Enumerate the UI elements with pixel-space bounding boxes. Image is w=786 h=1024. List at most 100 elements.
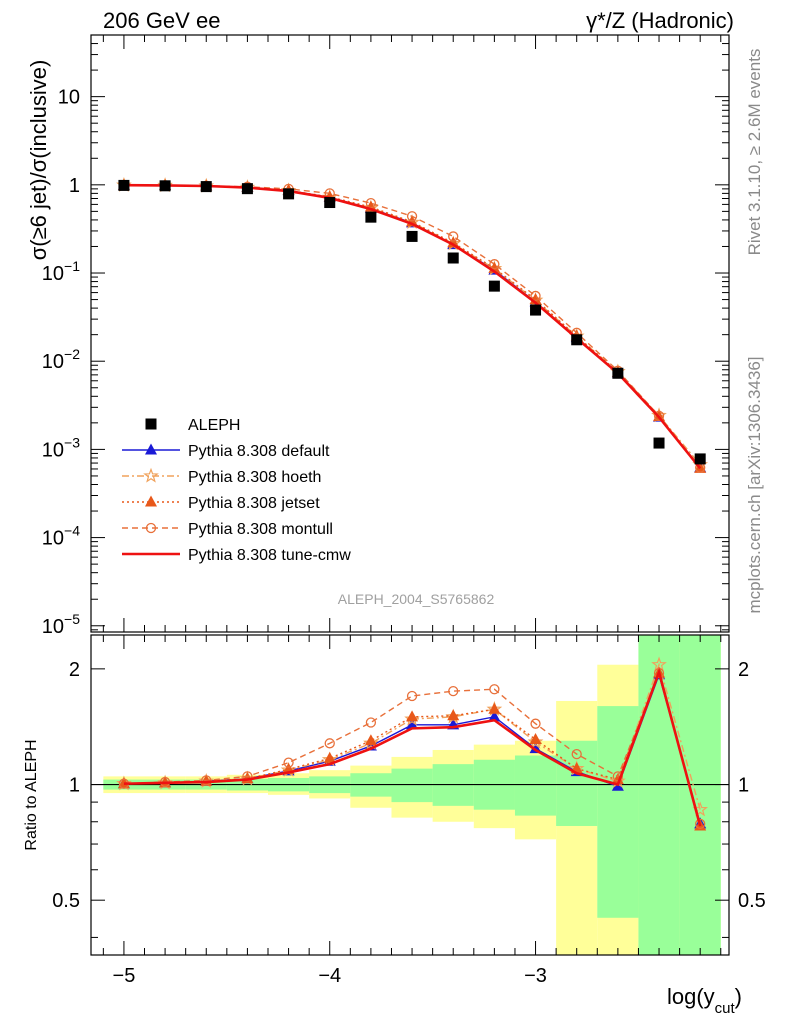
uncertainty-band-stat (391, 768, 433, 803)
ratio-content (91, 635, 729, 955)
data-point (447, 236, 460, 248)
x-tick-label: −3 (524, 965, 547, 987)
y-tick-label: 1 (69, 175, 80, 197)
data-point (489, 259, 500, 270)
data-point (612, 367, 624, 379)
data-point (406, 211, 418, 222)
data-point (406, 690, 418, 702)
data-point (488, 280, 500, 292)
ratio-y-tick-label: 0.5 (52, 890, 80, 912)
watermark: ALEPH_2004_S5765862 (338, 591, 495, 607)
data-point (406, 230, 418, 242)
data-point (406, 718, 419, 730)
data-point (653, 437, 665, 449)
uncertainty-band-stat (514, 755, 557, 816)
series-0 (118, 179, 706, 465)
legend-label: Pythia 8.308 montull (188, 521, 333, 538)
mcplots-label: mcplots.cern.ch [arXiv:1306.3436] (745, 356, 764, 613)
legend-label: Pythia 8.308 hoeth (188, 469, 321, 486)
legend-marker (145, 443, 157, 455)
data-point (363, 735, 379, 750)
data-point (611, 773, 624, 785)
data-point (283, 757, 294, 768)
legend-entry: Pythia 8.308 tune-cmw (122, 547, 351, 564)
series-line (123, 184, 701, 469)
data-point (241, 183, 253, 195)
data-point (118, 179, 130, 191)
uncertainty-band-stat (679, 635, 721, 955)
data-point (488, 702, 501, 714)
uncertainty-band-total (556, 700, 598, 955)
data-point (694, 453, 706, 465)
y-tick-label: 10−2 (42, 346, 80, 373)
data-point (159, 180, 171, 192)
process-label: γ*/Z (Hadronic) (586, 8, 734, 33)
legend-marker (143, 467, 159, 483)
data-point (530, 290, 541, 302)
data-point (365, 211, 377, 223)
data-point (324, 738, 335, 749)
legend-entry: Pythia 8.308 montull (122, 521, 333, 538)
series-5 (123, 183, 702, 470)
main-y-axis-label: σ(≥6 jet)/σ(inclusive) (26, 60, 51, 261)
data-point (365, 717, 377, 728)
ratio-y-tick-label: 2 (69, 659, 80, 681)
legend-marker (145, 522, 157, 534)
legend-entry: ALEPH (145, 417, 240, 434)
data-point (365, 197, 377, 209)
y-tick-label: 10−1 (42, 258, 80, 285)
ratio-plot-frame (90, 634, 730, 956)
series-4 (123, 667, 702, 827)
ratio-y-tick-label-right: 1 (738, 775, 749, 797)
data-point (571, 748, 582, 760)
y-tick-label: 10−5 (42, 611, 80, 638)
data-point (530, 718, 541, 729)
ratio-y-tick-label-right: 0.5 (738, 890, 766, 912)
legend-entry: Pythia 8.308 hoeth (122, 467, 321, 486)
x-axis-label: log(ycut) (667, 984, 742, 1017)
legend: ALEPH Pythia 8.308 default Pythia 8.308 ho… (122, 417, 351, 564)
data-point (530, 304, 542, 316)
x-tick-label: −4 (318, 965, 341, 987)
ratio-y-tick-label: 1 (69, 775, 80, 797)
legend-marker (145, 495, 157, 507)
data-point (447, 252, 459, 264)
data-point (529, 732, 542, 744)
legend-label: Pythia 8.308 default (188, 443, 330, 460)
uncertainty-band-stat (638, 635, 680, 955)
main-plot-frame (90, 34, 730, 633)
data-point (406, 710, 419, 722)
data-point (695, 818, 706, 830)
y-tick-label: 10 (58, 87, 80, 109)
data-point (571, 334, 583, 346)
data-point (448, 685, 459, 697)
ratio-y-axis-label: Ratio to ALEPH (23, 739, 40, 850)
series-line (123, 183, 702, 470)
data-point (324, 197, 336, 209)
data-point (448, 231, 459, 242)
legend-entry: Pythia 8.308 default (122, 443, 330, 460)
y-tick-label: 10−3 (42, 434, 80, 461)
legend-label: ALEPH (188, 417, 240, 434)
data-point (527, 733, 544, 749)
uncertainty-band-stat (597, 706, 639, 918)
data-point (447, 709, 460, 721)
data-point (283, 188, 295, 200)
ratio-plot-area: 2 2 1 1 0.5 0.5 −5 −4 −3 (52, 634, 766, 987)
main-plot-area: 10 1 10−1 10−2 10−3 10−4 10−5 (42, 34, 730, 638)
uncertainty-band-stat (556, 740, 598, 826)
data-point (489, 684, 500, 695)
data-point (323, 751, 336, 763)
legend-marker (145, 418, 157, 430)
data-point (200, 181, 212, 193)
legend-label: Pythia 8.308 jetset (188, 495, 320, 512)
data-point (653, 410, 665, 422)
y-tick-label: 10−4 (42, 523, 80, 550)
data-point (201, 775, 212, 786)
data-point (364, 734, 377, 746)
series-line (123, 667, 702, 827)
data-point (488, 710, 501, 722)
x-tick-label: −5 (113, 965, 136, 987)
ratio-y-tick-label-right: 2 (738, 659, 749, 681)
